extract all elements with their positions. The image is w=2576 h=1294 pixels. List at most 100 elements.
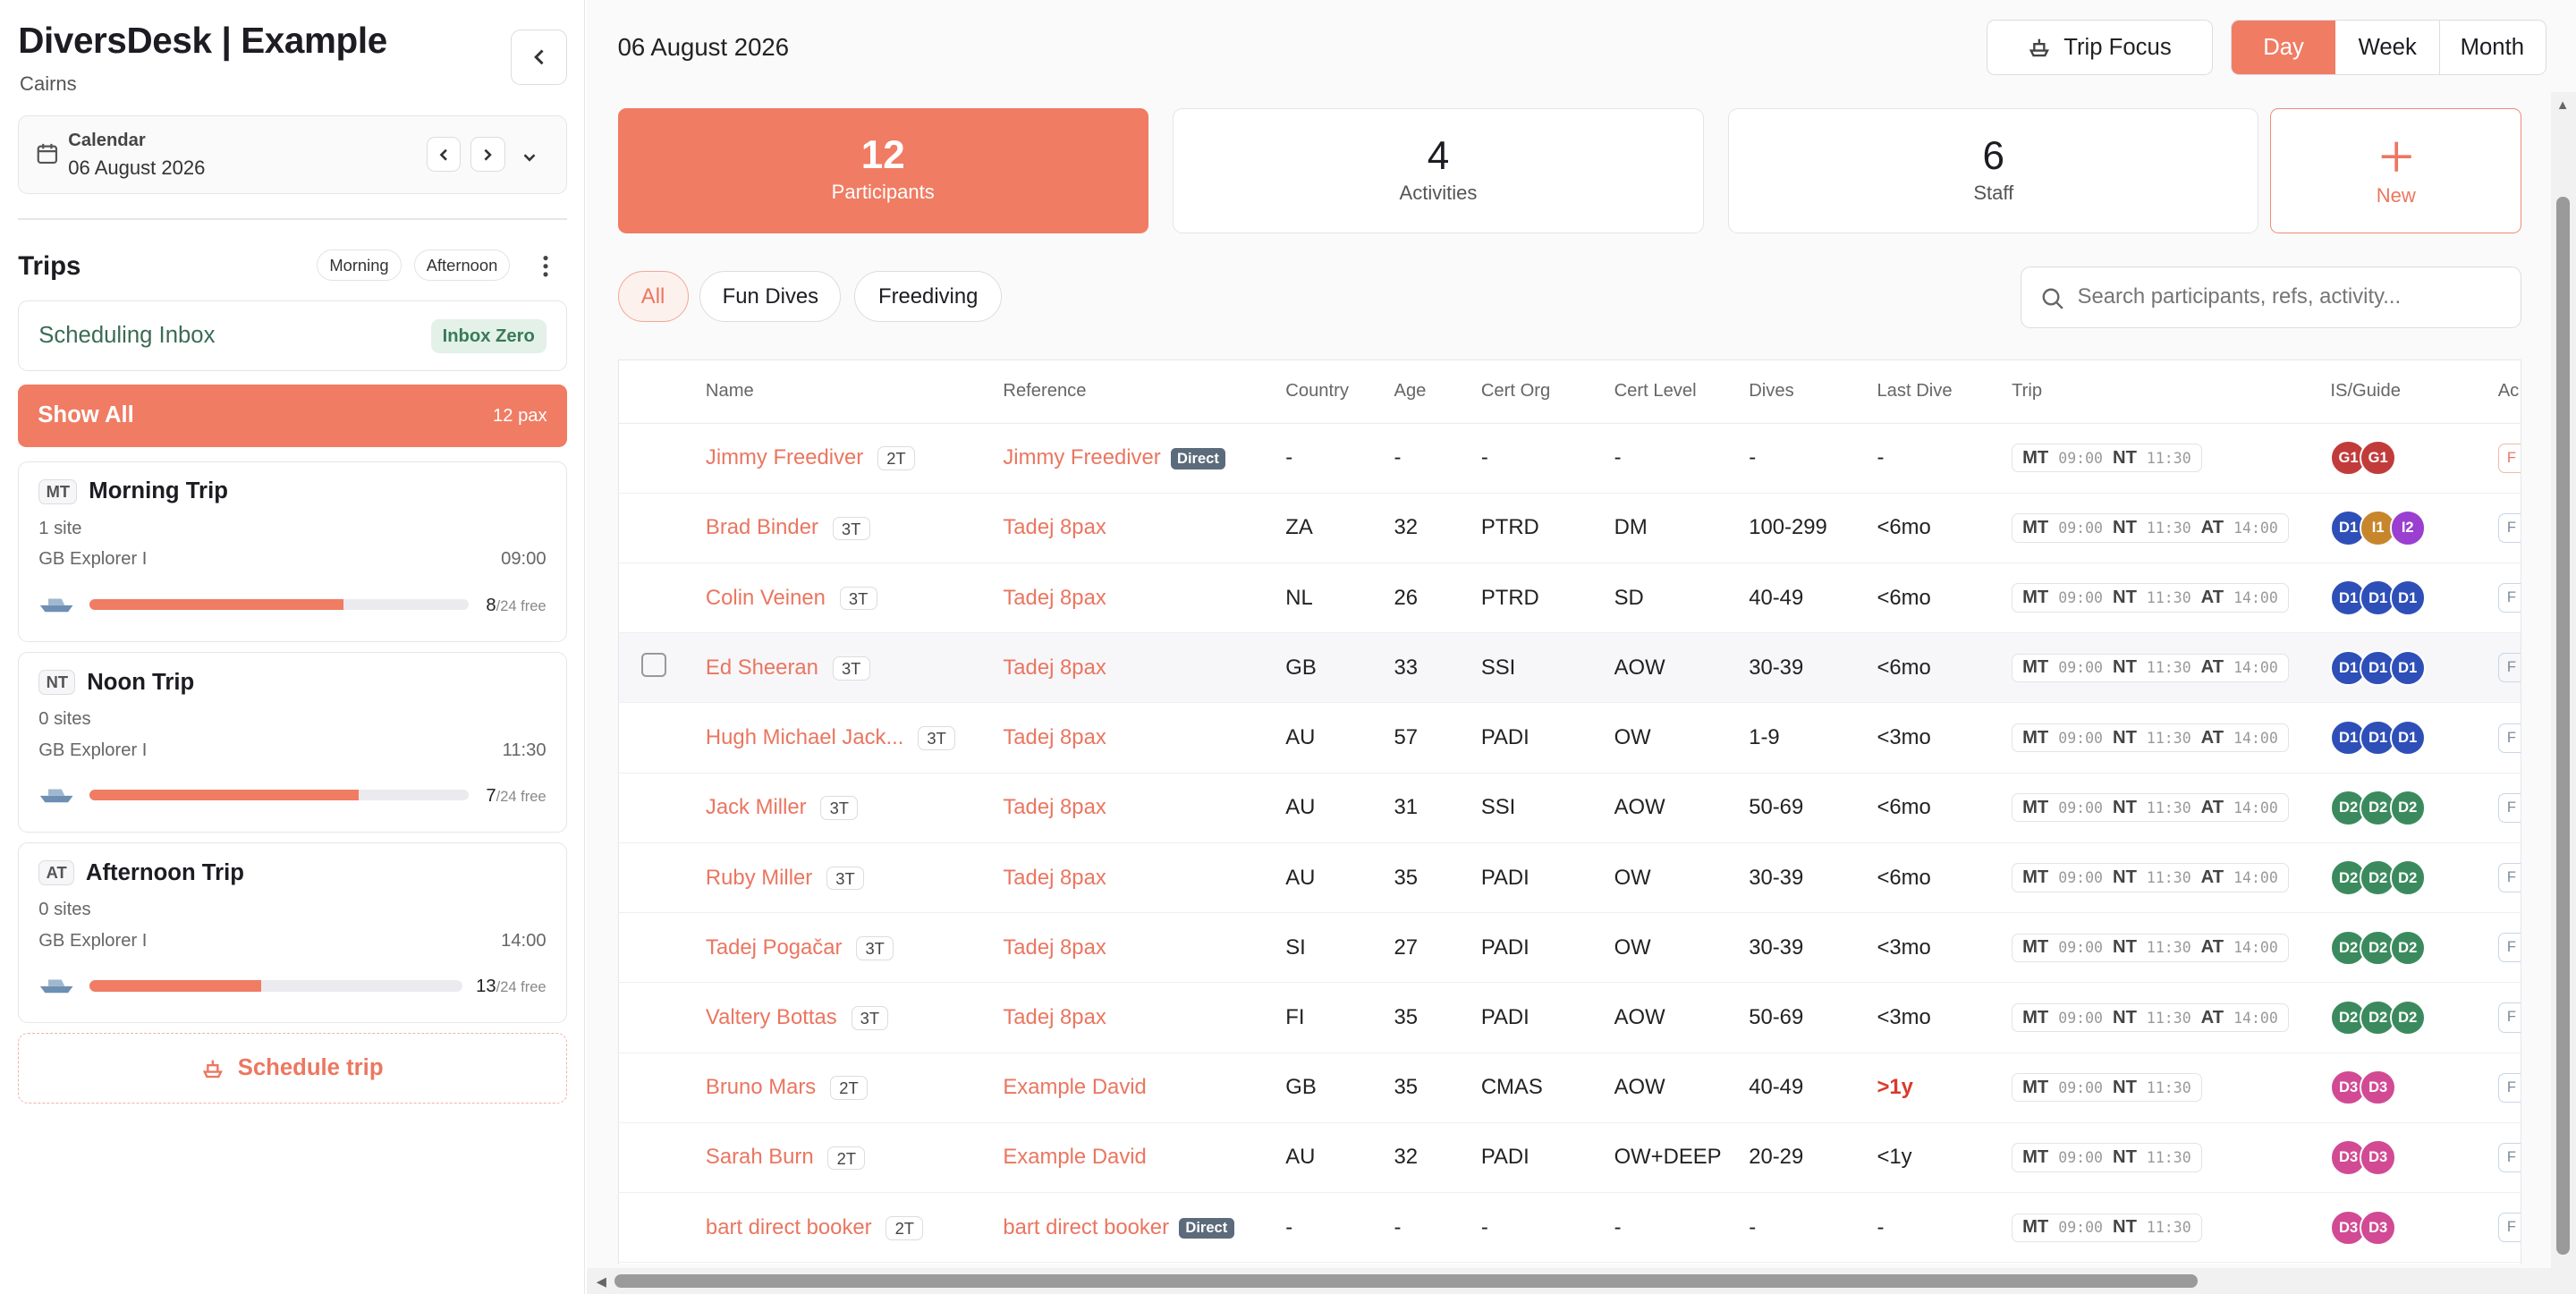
vertical-scroll-thumb[interactable] bbox=[2555, 197, 2570, 1256]
action-chip[interactable]: F bbox=[2497, 1213, 2521, 1243]
trip-chips[interactable]: MT 09:00 NT 11:30 AT 14:00 bbox=[2012, 933, 2289, 962]
vertical-scrollbar[interactable]: ▲ bbox=[2551, 91, 2576, 1294]
table-row[interactable]: Jimmy Freediver 2T Jimmy Freediver Direct -… bbox=[618, 423, 2521, 494]
view-month-button[interactable]: Month bbox=[2460, 34, 2525, 60]
calendar-card[interactable]: Calendar 06 August 2026 bbox=[18, 114, 567, 194]
col-age[interactable]: Age bbox=[1394, 360, 1481, 424]
stat-activities[interactable]: 4 Activities bbox=[1173, 108, 1704, 233]
booking-reference[interactable]: Example David bbox=[1003, 1145, 1147, 1170]
col-actions[interactable]: Ac bbox=[2497, 360, 2521, 424]
booking-reference[interactable]: Tadej 8pax bbox=[1003, 795, 1106, 820]
search-box[interactable] bbox=[2021, 266, 2522, 329]
trip-chips[interactable]: MT 09:00 NT 11:30 AT 14:00 bbox=[2012, 513, 2289, 543]
trip-chips[interactable]: MT 09:00 NT 11:30 bbox=[2012, 1073, 2202, 1103]
trip-chips[interactable]: MT 09:00 NT 11:30 AT 14:00 bbox=[2012, 793, 2289, 823]
view-week-button[interactable]: Week bbox=[2335, 21, 2441, 75]
trip-chips[interactable]: MT 09:00 NT 11:30 AT 14:00 bbox=[2012, 653, 2289, 682]
participant-name[interactable]: Tadej Pogačar bbox=[705, 935, 843, 960]
table-row[interactable]: Bruno Mars 2T Example David GB 35 CMAS AOW 40-… bbox=[618, 1053, 2521, 1123]
booking-reference[interactable]: Tadej 8pax bbox=[1003, 1005, 1106, 1029]
guide-avatar[interactable]: I2 bbox=[2389, 510, 2426, 546]
guide-avatar[interactable]: G1 bbox=[2360, 439, 2396, 477]
trip-card[interactable]: MT Morning Trip 1 site GB Explorer I 09:00 8/… bbox=[18, 461, 567, 643]
guide-avatar[interactable]: D3 bbox=[2330, 1139, 2367, 1176]
guide-avatar[interactable]: D2 bbox=[2389, 999, 2426, 1036]
col-reference[interactable]: Reference bbox=[1003, 360, 1286, 424]
trip-chips[interactable]: MT 09:00 NT 11:30 AT 14:00 bbox=[2012, 863, 2289, 892]
guide-avatar[interactable]: D2 bbox=[2389, 859, 2426, 896]
guide-avatar[interactable]: I1 bbox=[2360, 510, 2396, 546]
col-cert-org[interactable]: Cert Org bbox=[1480, 360, 1614, 424]
participant-name[interactable]: Bruno Mars bbox=[705, 1075, 817, 1100]
table-row[interactable]: Brad Binder 3T Tadej 8pax ZA 32 PTRD DM 100-29… bbox=[618, 493, 2521, 563]
trip-focus-button[interactable]: Trip Focus bbox=[1986, 20, 2213, 76]
schedule-trip-button[interactable]: Schedule trip bbox=[18, 1033, 567, 1104]
guide-avatar[interactable]: D3 bbox=[2330, 1209, 2367, 1246]
row-select-cell[interactable] bbox=[618, 982, 706, 1053]
row-select-cell[interactable] bbox=[618, 702, 706, 774]
action-chip[interactable]: F bbox=[2497, 512, 2521, 543]
search-input[interactable] bbox=[2077, 280, 2505, 313]
tab-freediving[interactable]: Freediving bbox=[854, 271, 1003, 322]
booking-reference[interactable]: Example David bbox=[1003, 1075, 1147, 1100]
booking-reference[interactable]: Jimmy Freediver bbox=[1003, 445, 1161, 470]
calendar-expand-button[interactable] bbox=[520, 144, 539, 174]
booking-reference[interactable]: Tadej 8pax bbox=[1003, 655, 1106, 680]
table-row[interactable]: Ruby Miller 3T Tadej 8pax AU 35 PADI OW 30-39 <… bbox=[618, 842, 2521, 914]
participant-name[interactable]: Ed Sheeran bbox=[705, 655, 818, 680]
row-select-cell[interactable] bbox=[618, 912, 706, 984]
guide-avatar[interactable]: D3 bbox=[2360, 1209, 2396, 1246]
participant-name[interactable]: Jack Miller bbox=[705, 795, 807, 820]
table-row[interactable]: Hugh Michael Jack... 3T Tadej 8pax AU 57 PAD… bbox=[618, 702, 2521, 774]
action-chip[interactable]: F bbox=[2497, 653, 2521, 683]
show-all-button[interactable]: Show All 12 pax bbox=[18, 384, 567, 447]
col-trip[interactable]: Trip bbox=[2012, 360, 2331, 424]
tab-all[interactable]: All bbox=[617, 271, 689, 322]
booking-reference[interactable]: Tadej 8pax bbox=[1003, 935, 1106, 960]
action-chip[interactable]: F bbox=[2497, 723, 2521, 753]
scroll-up-arrow-icon[interactable]: ▲ bbox=[2555, 98, 2570, 114]
row-select-cell[interactable] bbox=[618, 842, 706, 914]
action-chip[interactable]: F bbox=[2497, 443, 2521, 473]
prev-day-button[interactable] bbox=[426, 137, 462, 172]
action-chip[interactable]: F bbox=[2497, 792, 2521, 823]
col-cert-level[interactable]: Cert Level bbox=[1614, 360, 1750, 424]
trips-menu-button[interactable] bbox=[536, 253, 555, 286]
col-is-guide[interactable]: IS/Guide bbox=[2330, 360, 2498, 424]
action-chip[interactable]: F bbox=[2497, 863, 2521, 893]
guide-avatar[interactable]: D2 bbox=[2330, 929, 2367, 966]
action-chip[interactable]: F bbox=[2497, 583, 2521, 613]
guide-avatar[interactable]: D1 bbox=[2389, 579, 2426, 616]
filter-afternoon[interactable]: Afternoon bbox=[413, 249, 511, 282]
booking-reference[interactable]: Tadej 8pax bbox=[1003, 515, 1106, 540]
participant-name[interactable]: Sarah Burn bbox=[705, 1145, 814, 1170]
table-row[interactable]: Ed Sheeran 3T Tadej 8pax GB 33 SSI AOW 30-39 <6… bbox=[618, 632, 2521, 704]
row-select-cell[interactable] bbox=[618, 632, 706, 704]
action-chip[interactable]: F bbox=[2497, 1142, 2521, 1172]
guide-avatar[interactable]: D2 bbox=[2360, 790, 2396, 826]
guide-avatar[interactable]: D1 bbox=[2360, 649, 2396, 687]
filter-morning[interactable]: Morning bbox=[317, 249, 402, 282]
guide-avatar[interactable]: D3 bbox=[2360, 1139, 2396, 1176]
participant-name[interactable]: Hugh Michael Jack... bbox=[705, 725, 904, 750]
row-select-cell[interactable] bbox=[618, 423, 706, 494]
row-select-cell[interactable] bbox=[618, 493, 706, 563]
participant-name[interactable]: Ruby Miller bbox=[705, 865, 813, 890]
action-chip[interactable]: F bbox=[2497, 1072, 2521, 1103]
booking-reference[interactable]: Tadej 8pax bbox=[1003, 585, 1106, 610]
trip-chips[interactable]: MT 09:00 NT 11:30 bbox=[2012, 443, 2202, 473]
booking-reference[interactable]: Tadej 8pax bbox=[1003, 725, 1106, 750]
participant-name[interactable]: Brad Binder bbox=[705, 515, 818, 540]
trip-chips[interactable]: MT 09:00 NT 11:30 AT 14:00 bbox=[2012, 583, 2289, 613]
horizontal-scroll-thumb[interactable] bbox=[614, 1274, 2199, 1288]
guide-avatar[interactable]: D3 bbox=[2360, 1070, 2396, 1106]
row-select-cell[interactable] bbox=[618, 1053, 706, 1123]
view-day-button[interactable]: Day bbox=[2232, 21, 2335, 75]
stat-participants[interactable]: 12 Participants bbox=[617, 108, 1148, 233]
table-row[interactable]: Jack Miller 3T Tadej 8pax AU 31 SSI AOW 50-69 <… bbox=[618, 773, 2521, 843]
col-last-dive[interactable]: Last Dive bbox=[1877, 360, 2012, 424]
collapse-sidebar-button[interactable] bbox=[511, 30, 567, 86]
guide-avatar[interactable]: D2 bbox=[2389, 790, 2426, 826]
row-select-cell[interactable] bbox=[618, 562, 706, 634]
col-dives[interactable]: Dives bbox=[1749, 360, 1877, 424]
